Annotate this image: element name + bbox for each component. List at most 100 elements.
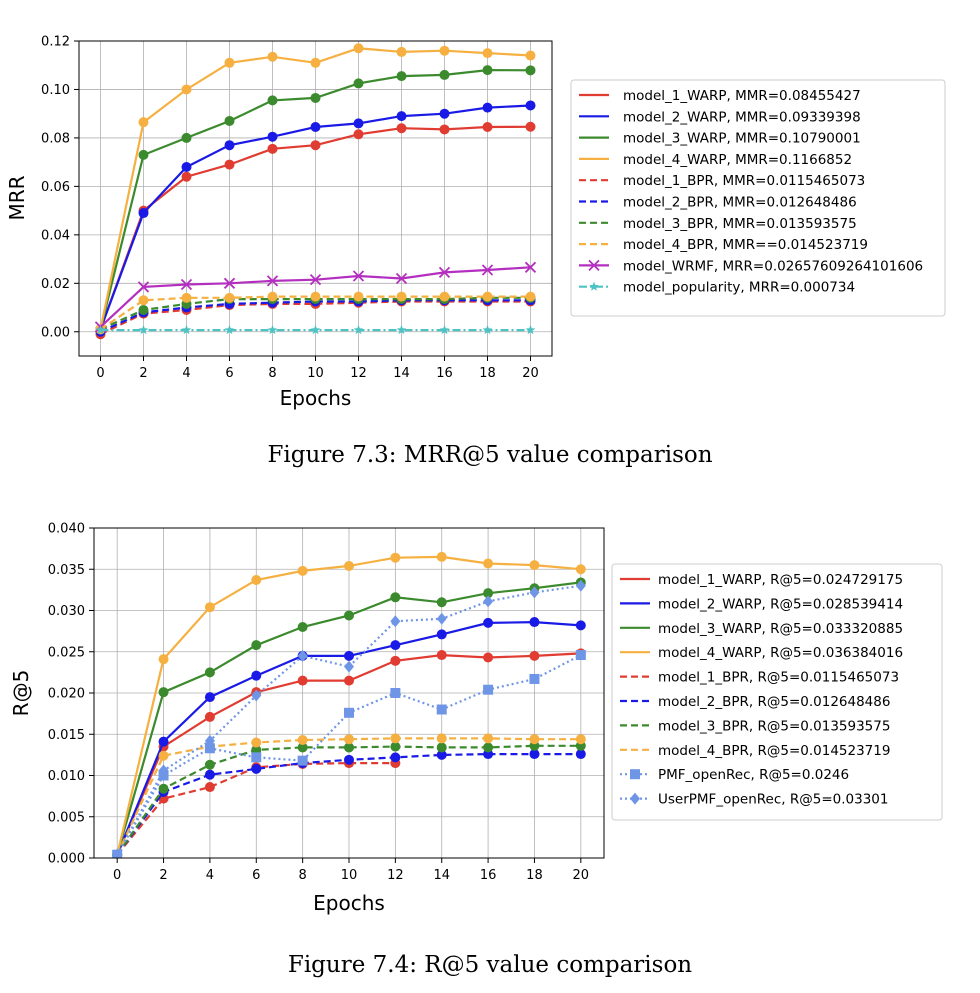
legend: model_1_WARP, R@5=0.024729175 model_2_WAR… [611, 563, 943, 821]
series-7 [95, 291, 536, 335]
series-9 [112, 579, 586, 858]
data-point [353, 43, 364, 54]
data-point [310, 122, 321, 133]
data-point [396, 111, 407, 122]
x-tick-label: 20 [573, 868, 590, 883]
data-point [158, 654, 169, 665]
legend-label: model_3_WARP, MMR=0.10790001 [623, 131, 861, 147]
data-point [138, 208, 149, 219]
data-point [112, 848, 123, 858]
data-point [390, 655, 401, 666]
data-point [436, 749, 447, 760]
y-tick-label: 0.00 [41, 325, 70, 340]
y-axis-label: MRR [5, 175, 29, 220]
data-point [436, 629, 447, 640]
data-point [390, 592, 401, 603]
data-point [204, 769, 215, 780]
x-tick-label: 20 [522, 366, 539, 381]
data-point [267, 95, 278, 106]
data-point [138, 149, 149, 160]
series-line [116, 584, 581, 856]
data-point [483, 684, 494, 695]
figure-7-3-caption: Figure 7.3: MRR@5 value comparison [267, 442, 713, 468]
data-point [390, 552, 401, 563]
data-point [344, 610, 354, 621]
y-tick-label: 0.12 [41, 35, 70, 50]
data-point [575, 579, 586, 592]
x-tick-label: 8 [298, 868, 306, 883]
data-point [436, 597, 447, 608]
data-point [390, 752, 401, 763]
data-point [575, 650, 586, 661]
data-point [95, 325, 106, 335]
series-line [100, 296, 531, 331]
data-point [158, 687, 169, 698]
y-tick-label: 0.035 [48, 563, 85, 578]
data-point [436, 733, 447, 744]
data-point [310, 140, 321, 151]
x-tick-label: 4 [206, 868, 214, 883]
data-point [575, 749, 586, 760]
data-point [529, 673, 540, 684]
data-point [529, 650, 540, 661]
data-point [251, 640, 262, 651]
legend-label: model_1_BPR, R@5=0.0115465073 [658, 670, 899, 686]
data-point [344, 660, 354, 673]
data-point [267, 51, 278, 62]
data-point [158, 764, 169, 777]
x-tick-label: 12 [350, 366, 367, 381]
data-point [204, 711, 215, 722]
data-point [481, 264, 494, 276]
y-tick-label: 0.04 [41, 228, 70, 243]
data-point [438, 266, 451, 279]
data-point [297, 735, 308, 746]
y-tick-label: 0.06 [41, 180, 70, 195]
data-point [396, 291, 407, 302]
data-point [396, 71, 407, 82]
data-point [297, 675, 308, 686]
data-point [251, 689, 262, 702]
data-point [158, 783, 169, 794]
data-point [483, 733, 494, 744]
x-tick-label: 16 [436, 366, 453, 381]
x-tick-label: 6 [252, 868, 260, 883]
y-tick-label: 0.020 [48, 687, 85, 702]
data-point [297, 755, 308, 766]
data-point [158, 750, 169, 761]
data-point [224, 57, 235, 68]
data-point [223, 277, 236, 289]
data-point [344, 560, 354, 571]
x-tick-label: 4 [182, 366, 190, 381]
data-point [396, 325, 407, 335]
data-point [158, 736, 169, 747]
data-point [180, 278, 193, 291]
plot-frame [93, 527, 605, 859]
data-point [396, 46, 407, 57]
data-point [310, 57, 321, 68]
data-point [297, 622, 308, 632]
data-point [267, 325, 278, 335]
series-1 [95, 100, 536, 335]
data-point [224, 159, 235, 170]
data-point [181, 171, 192, 182]
data-point [483, 742, 494, 753]
x-tick-label: 18 [526, 868, 543, 883]
data-point [483, 652, 494, 663]
y-tick-label: 0.030 [48, 604, 85, 619]
y-tick-label: 0.02 [41, 277, 70, 292]
recall-chart: 0 2 4 6 8 10 12 14 16 18 20 0.000 0.005 0.010 0.015 0.0… [9, 522, 943, 915]
series-3 [112, 551, 586, 858]
x-tick-label: 12 [387, 868, 404, 883]
legend-label: UserPMF_openRec, R@5=0.03301 [658, 792, 888, 808]
data-point [390, 615, 401, 628]
data-point [390, 688, 401, 698]
data-point [181, 84, 192, 95]
data-point [297, 649, 308, 662]
series-3 [95, 43, 536, 335]
data-point [138, 304, 149, 315]
y-axis-label: R@5 [9, 670, 33, 717]
data-point [482, 122, 493, 133]
data-point [353, 291, 364, 302]
legend-label: model_WRMF, MRR=0.02657609264101606 [623, 258, 923, 274]
